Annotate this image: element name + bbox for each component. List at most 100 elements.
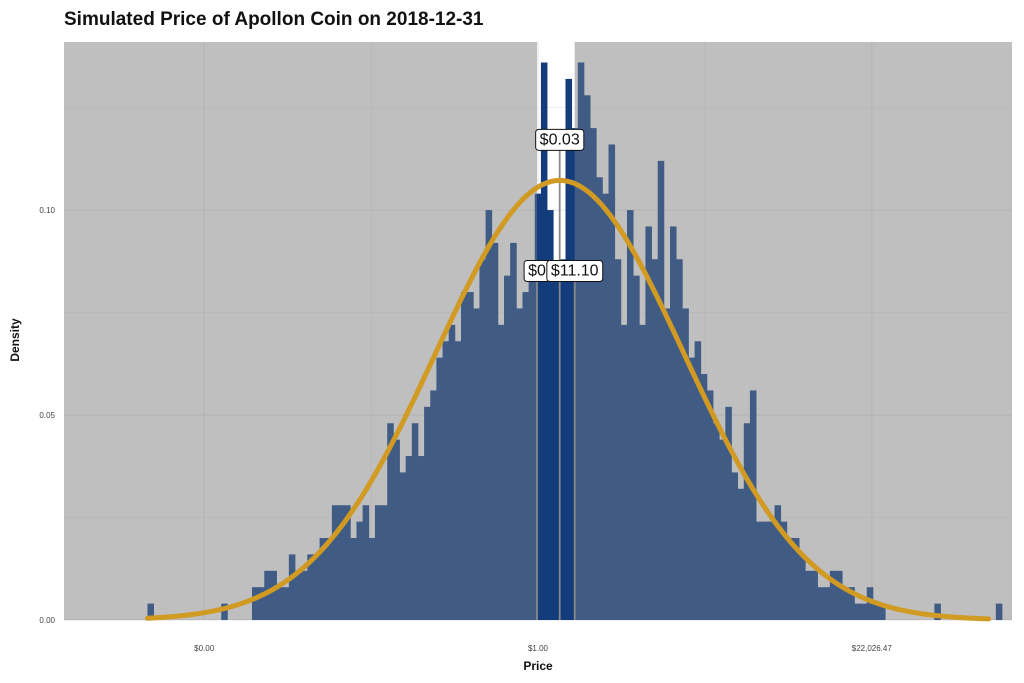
histogram-bar <box>221 603 228 620</box>
x-tick-label: $22,026.47 <box>852 644 893 653</box>
histogram-bar <box>879 603 886 620</box>
histogram-bar <box>842 587 849 620</box>
chart-title: Simulated Price of Apollon Coin on 2018-… <box>64 9 484 30</box>
histogram-bar <box>270 570 277 620</box>
histogram-bar <box>848 587 855 620</box>
histogram-bar <box>460 292 468 620</box>
histogram-bar <box>737 488 745 620</box>
histogram-bar <box>854 603 861 620</box>
x-tick-label: $1.00 <box>528 644 549 653</box>
x-tick-label: $0.00 <box>194 644 215 653</box>
histogram-bar <box>276 587 284 620</box>
histogram-bar <box>393 439 400 620</box>
histogram-bar <box>553 275 560 620</box>
histogram-bar <box>700 374 708 620</box>
histogram-bar <box>694 341 702 620</box>
histogram-bar <box>670 226 677 620</box>
histogram-bar <box>872 603 880 620</box>
histogram-bar <box>688 357 695 620</box>
histogram-bar <box>442 341 450 620</box>
histogram-bar <box>749 390 757 620</box>
histogram-bar <box>301 570 308 620</box>
histogram-bar <box>626 210 634 620</box>
histogram-bar <box>448 324 456 620</box>
histogram-bar <box>264 570 271 620</box>
y-axis-label: Density <box>8 318 22 362</box>
histogram-bar <box>577 62 585 620</box>
histogram-bar <box>424 406 431 620</box>
histogram-bar <box>307 554 314 620</box>
histogram-bar <box>583 95 591 621</box>
annotation-label: $0.03 <box>535 128 585 151</box>
histogram-bar <box>559 259 566 620</box>
histogram-bar <box>725 406 732 620</box>
histogram-bar <box>411 423 419 620</box>
annotation-lines <box>536 138 576 620</box>
histogram-bar <box>258 587 265 620</box>
histogram-bar <box>467 292 474 620</box>
shaded-left-tail-overlay <box>64 42 537 620</box>
histogram-bar <box>534 193 542 620</box>
histogram-bar <box>774 505 782 620</box>
histogram-bar <box>522 292 530 620</box>
histogram-bar <box>565 78 573 620</box>
x-axis-ticks: $0.00 $1.00 $22,026.47 <box>194 644 892 653</box>
histogram-bar <box>768 521 775 620</box>
histogram-bar <box>805 570 812 620</box>
annotation-text: $0 <box>528 263 546 280</box>
histogram-bar <box>620 324 628 620</box>
histogram-bar <box>381 505 388 620</box>
histogram-bar <box>706 390 714 620</box>
histogram-bar <box>417 456 425 620</box>
histogram-bar <box>934 603 941 620</box>
y-tick-label: 0.00 <box>39 616 55 625</box>
histogram-bar <box>356 521 364 620</box>
histogram-bar <box>479 259 486 620</box>
histogram-bar <box>860 603 868 620</box>
histogram-bar <box>485 210 493 620</box>
histogram-bar <box>780 521 788 620</box>
histogram-bar <box>657 160 665 620</box>
histogram-bar <box>516 308 523 620</box>
y-axis-ticks: 0.00 0.05 0.10 <box>39 206 55 625</box>
histogram-bar <box>405 456 413 620</box>
annotation-text: $0.03 <box>540 131 580 148</box>
histogram-bar <box>504 275 511 620</box>
annotation-label: $11.10 <box>546 260 604 283</box>
histogram-bar <box>663 308 671 620</box>
histogram-bar <box>719 439 726 620</box>
histogram-bar <box>811 570 818 620</box>
histogram-bar <box>399 472 407 620</box>
histogram-bar <box>362 505 370 620</box>
histogram-bar <box>608 144 616 620</box>
annotation-box <box>535 128 585 151</box>
histogram-bar <box>786 538 794 620</box>
histogram-bar <box>756 521 763 620</box>
histogram-bar <box>682 308 689 620</box>
histogram-bar <box>147 603 154 620</box>
histogram-bar <box>743 423 751 620</box>
histogram-bar <box>590 128 597 620</box>
histogram-bar <box>540 62 548 620</box>
histogram-bar <box>995 603 1003 620</box>
annotation-labels: $0 $0.03 $11.10 <box>523 128 604 283</box>
histogram-bar <box>387 423 394 620</box>
shaded-right-tail-overlay <box>574 42 1012 620</box>
histogram-bar <box>374 505 382 620</box>
histogram-bar <box>639 324 646 620</box>
histogram-bar <box>614 259 622 620</box>
histogram-bar <box>251 587 259 620</box>
histogram-bar <box>762 521 769 620</box>
annotation-label: $0 <box>523 260 551 283</box>
histogram-bar <box>319 538 327 620</box>
annotation-box <box>546 260 604 283</box>
shaded-tails-overlay <box>64 42 1012 620</box>
histogram-bar <box>282 587 290 620</box>
histogram-bar <box>866 587 874 620</box>
histogram-bars <box>147 62 1003 621</box>
histogram-bar <box>430 390 437 620</box>
y-tick-label: 0.10 <box>39 206 55 215</box>
histogram-bar <box>510 242 517 621</box>
y-tick-label: 0.05 <box>39 411 55 420</box>
